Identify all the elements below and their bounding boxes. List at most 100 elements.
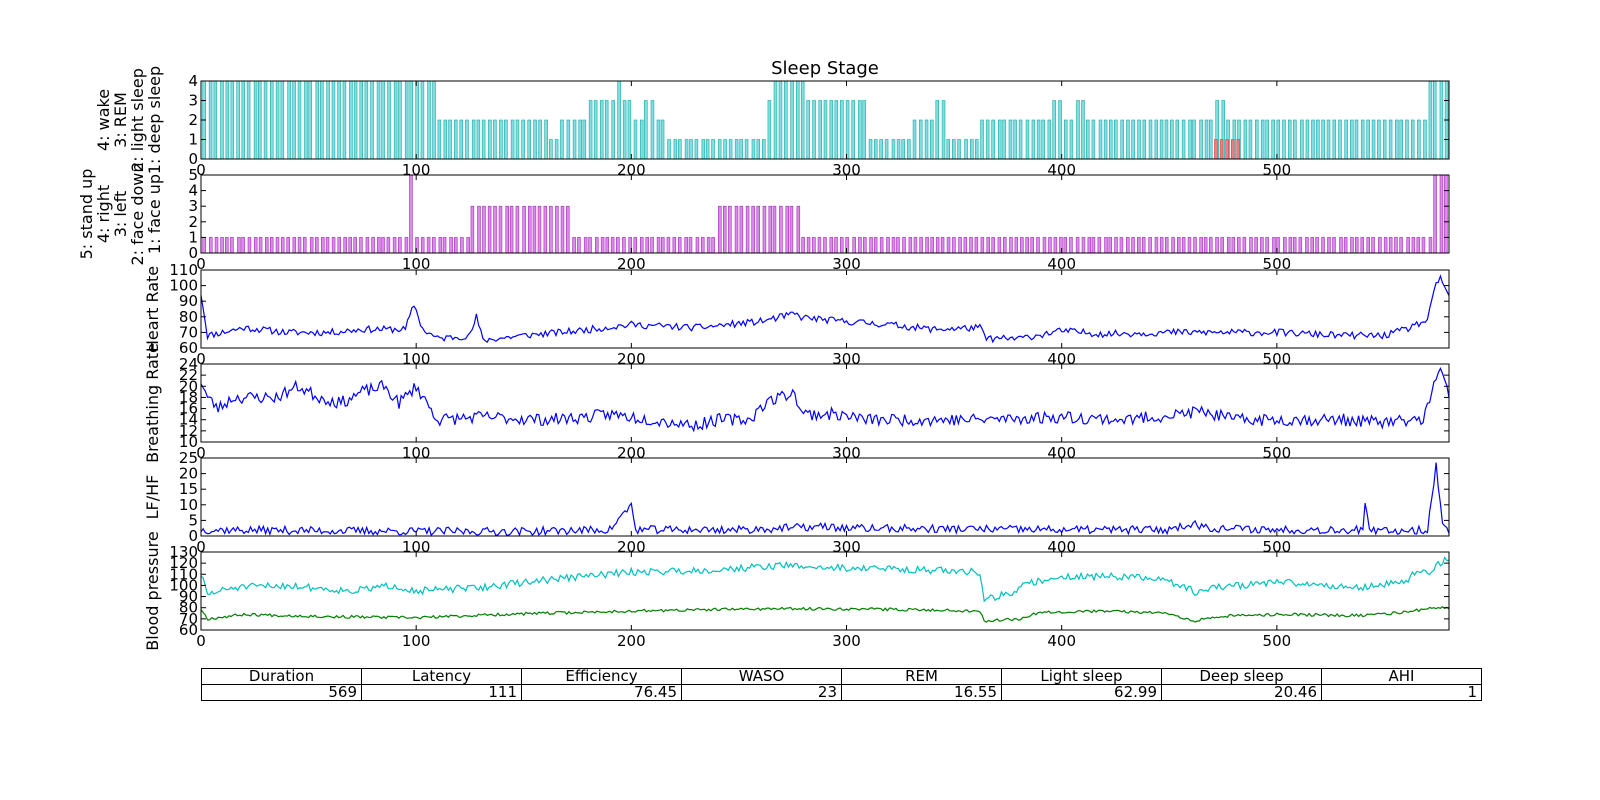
sleep-bar — [554, 139, 559, 160]
sleep-bar — [398, 80, 402, 160]
posture-bar — [493, 205, 497, 254]
sleep-bar — [734, 139, 739, 160]
sleep-bar — [1098, 119, 1103, 160]
posture-bar — [986, 237, 990, 254]
sleep-bar — [454, 119, 458, 160]
sleep-bar — [756, 139, 761, 160]
posture-bar — [247, 237, 252, 254]
posture-bar — [371, 237, 375, 254]
posture-bar — [886, 237, 890, 254]
posture-bar — [532, 205, 537, 254]
posture-bar — [348, 237, 352, 254]
posture-bar — [1042, 237, 1047, 254]
posture-bar — [930, 237, 934, 254]
sleep-bar — [1360, 119, 1365, 160]
sleep-bar — [331, 80, 336, 160]
posture-bar — [264, 237, 269, 254]
sleep-bar — [1013, 119, 1017, 160]
bp-ylabel: Blood pressure — [143, 531, 162, 650]
bp-ytick-label: 130 — [169, 543, 198, 561]
sleep-bar — [437, 119, 442, 160]
sleep-bar — [689, 139, 693, 160]
sleep-bar — [420, 80, 425, 160]
sleep-bar — [1350, 119, 1354, 160]
br-line-0 — [200, 367, 1450, 433]
posture-bar — [1020, 237, 1024, 254]
sleep-bar — [918, 119, 923, 160]
posture-bar — [946, 237, 951, 254]
posture-bar — [958, 237, 962, 254]
posture-bar — [1193, 237, 1197, 254]
sleep-bar — [964, 139, 968, 160]
hr-ytick-label: 100 — [169, 277, 198, 295]
sleep-bar — [1081, 100, 1085, 160]
bp-xtick-label: 200 — [617, 632, 646, 650]
posture-bar — [1305, 237, 1309, 254]
posture-bar — [997, 237, 1002, 254]
sleep-bar — [499, 119, 503, 160]
sleep-bar — [739, 139, 743, 160]
posture-bar — [789, 205, 794, 254]
posture-bar — [466, 237, 470, 254]
posture-bar — [701, 237, 705, 254]
posture-xtick-label: 0 — [196, 255, 206, 273]
sleep-bar — [1137, 119, 1141, 160]
posture-bar — [209, 237, 213, 254]
posture-bar — [1087, 237, 1092, 254]
sleep-bar — [504, 119, 508, 160]
value-rem: 16.55 — [841, 684, 1002, 701]
posture-bar — [974, 237, 979, 254]
sleep-bar — [241, 80, 246, 160]
br-ytick-label: 10 — [179, 433, 198, 451]
bp-xtick-label: 0 — [196, 632, 206, 650]
posture-bar — [482, 205, 486, 254]
sleep-bar — [527, 119, 531, 160]
posture-bar — [839, 237, 844, 254]
posture-bar — [454, 237, 458, 254]
sleep-bar — [1091, 119, 1096, 160]
posture-bar — [1119, 237, 1124, 254]
posture-bar — [610, 237, 615, 254]
lfhf-ytick-label: 5 — [188, 511, 198, 529]
sleep-bar — [326, 80, 330, 160]
sleep-bar — [884, 139, 889, 160]
lfhf-frame — [200, 457, 1450, 537]
posture-bar — [645, 237, 649, 254]
posture-bar — [1383, 237, 1388, 254]
posture-bar — [1108, 237, 1113, 254]
posture-bar — [537, 205, 542, 254]
sleep-bar — [1305, 119, 1310, 160]
lfhf-ytick-label: 25 — [179, 449, 198, 467]
posture-bar — [1237, 237, 1241, 254]
sleep-bar — [952, 139, 956, 160]
sleep-bar — [1126, 119, 1130, 160]
sleep-bar — [644, 100, 648, 160]
sleep-bar — [970, 139, 974, 160]
posture-bar — [1063, 237, 1068, 254]
hr-line-0 — [200, 274, 1450, 344]
posture-bar — [677, 237, 682, 254]
header-light-sleep: Light sleep — [1001, 668, 1162, 685]
sleep-bar — [701, 139, 706, 160]
sleep-bar — [1192, 119, 1196, 160]
posture-ylabel-line: 5: stand up — [77, 169, 96, 260]
sleep-bar — [723, 139, 727, 160]
sleep-bar — [533, 119, 537, 160]
sleep-bar — [812, 100, 816, 160]
posture-bar — [527, 205, 532, 254]
posture-bar — [409, 174, 413, 254]
br-panel: 0 100 200 300 400 5001012141618202224Breathin… — [143, 343, 1450, 463]
sleep-bar — [208, 80, 213, 160]
sleep-bar — [258, 80, 262, 160]
sleep-bar — [1321, 119, 1325, 160]
posture-bar — [1288, 237, 1293, 254]
sleep-bar — [858, 100, 862, 160]
posture-bar — [1354, 237, 1359, 254]
posture-bar — [745, 205, 750, 254]
sleep-ylabel-line: 3: REM — [111, 92, 130, 148]
value-light-sleep: 62.99 — [1001, 684, 1162, 701]
posture-bar — [1199, 237, 1203, 254]
posture-bar — [734, 205, 739, 254]
